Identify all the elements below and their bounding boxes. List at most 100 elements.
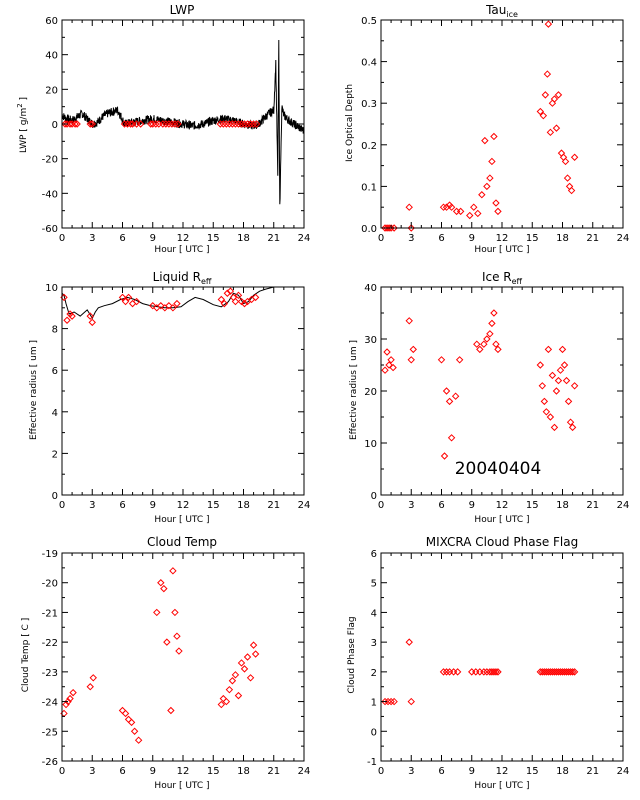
- data-point: [251, 650, 260, 658]
- x-tick-label: 24: [298, 766, 311, 777]
- data-point: [540, 668, 549, 676]
- data-point: [480, 340, 488, 348]
- data-point: [86, 120, 94, 128]
- data-point: [243, 653, 252, 661]
- chart-title: Liquid Reff: [153, 270, 212, 286]
- x-tick-label: 6: [119, 500, 125, 511]
- data-point: [251, 293, 260, 302]
- y-tick-label: 10: [45, 283, 58, 294]
- x-tick-label: 9: [469, 233, 475, 244]
- data-point: [240, 299, 249, 308]
- x-tick-label: 21: [267, 766, 280, 777]
- data-point: [473, 340, 481, 348]
- data-point: [548, 371, 557, 380]
- x-tick-label: 9: [469, 766, 475, 777]
- data-point: [159, 120, 167, 128]
- data-point: [240, 120, 249, 128]
- data-point: [552, 668, 561, 676]
- data-point: [225, 685, 234, 694]
- data-point: [127, 718, 136, 727]
- data-point: [249, 120, 258, 128]
- data-point: [550, 668, 559, 676]
- data-point: [556, 366, 565, 374]
- data-point: [541, 91, 550, 99]
- data-point: [476, 345, 484, 354]
- x-tick-label: 3: [408, 766, 414, 777]
- data-point: [564, 397, 573, 406]
- data-point: [478, 191, 486, 199]
- y-tick-label: 6: [52, 366, 58, 377]
- ice-reff-axes: 0 3 6 9 12 15 18 21 24 0 10 20 30 40: [364, 283, 629, 511]
- panel-tau-ice: Tauice Hour [ UTC ] Ice Optical Depth 0 3…: [345, 3, 629, 255]
- x-axis-label: Hour [ UTC ]: [474, 781, 529, 791]
- y-axis-label: Cloud Temp [ C ]: [21, 618, 31, 692]
- data-point: [228, 677, 237, 685]
- x-axis-label: Hour [ UTC ]: [474, 245, 529, 255]
- y-tick-label: 4: [52, 408, 58, 419]
- y-axis-label: Effective radius [ um ]: [29, 340, 39, 440]
- data-point: [219, 694, 228, 703]
- data-point: [486, 330, 494, 338]
- panel-ice-reff: Ice Reff Hour [ UTC ] Effective radius […: [349, 270, 629, 525]
- data-point: [550, 95, 559, 103]
- data-point: [226, 287, 235, 295]
- data-point: [168, 120, 176, 128]
- y-tick-label: 0.5: [361, 16, 377, 27]
- data-point: [66, 120, 74, 128]
- data-point: [165, 120, 173, 128]
- cloud-temp-axes: 0 3 6 9 12 15 18 21 24 -26 -25 -24 -23 -22 -21 -20 -19: [42, 549, 311, 777]
- data-point: [222, 120, 231, 128]
- data-point: [237, 297, 246, 306]
- data-point: [439, 203, 448, 211]
- data-point: [149, 302, 157, 310]
- data-point: [483, 335, 491, 343]
- data-point: [390, 697, 398, 706]
- data-point: [121, 709, 130, 718]
- y-tick-label: 40: [45, 51, 58, 62]
- data-point: [470, 203, 478, 211]
- series-line: [61, 286, 304, 320]
- data-point: [540, 397, 549, 406]
- liquid-reff-marks: [60, 286, 304, 327]
- data-point: [234, 691, 243, 700]
- data-point: [564, 668, 573, 676]
- data-point: [73, 120, 81, 128]
- data-point: [118, 706, 127, 715]
- data-point: [451, 392, 460, 400]
- x-tick-label: 6: [438, 766, 444, 777]
- data-point: [136, 120, 145, 128]
- x-axis-label: Hour [ UTC ]: [154, 515, 209, 525]
- data-point: [492, 340, 500, 348]
- data-point: [544, 20, 553, 28]
- data-point: [548, 99, 557, 107]
- x-axis-label: Hour [ UTC ]: [154, 245, 209, 255]
- data-point: [554, 91, 563, 99]
- y-axis-label: Effective radius [ um ]: [349, 340, 359, 440]
- x-tick-label: 21: [586, 766, 599, 777]
- x-tick-label: 24: [617, 500, 630, 511]
- data-point: [476, 668, 484, 676]
- data-point: [153, 304, 161, 312]
- data-point: [88, 318, 96, 327]
- data-point: [538, 668, 547, 676]
- chart-title: MIXCRA Cloud Phase Flag: [426, 535, 578, 549]
- y-tick-label: 30: [364, 335, 377, 346]
- data-point: [483, 182, 491, 191]
- data-point: [536, 361, 545, 369]
- data-point: [252, 120, 261, 128]
- data-point: [494, 207, 502, 216]
- x-tick-label: 6: [119, 233, 125, 244]
- data-point: [387, 697, 395, 706]
- data-point: [240, 665, 249, 673]
- data-point: [63, 316, 71, 324]
- x-axis-label: Hour [ UTC ]: [474, 515, 529, 525]
- data-point: [124, 293, 133, 302]
- data-point: [494, 668, 502, 676]
- x-tick-label: 24: [298, 500, 311, 511]
- data-point: [492, 668, 500, 676]
- data-point: [536, 668, 545, 676]
- data-point: [445, 397, 454, 406]
- data-point: [64, 697, 72, 706]
- y-tick-label: -22: [42, 638, 58, 649]
